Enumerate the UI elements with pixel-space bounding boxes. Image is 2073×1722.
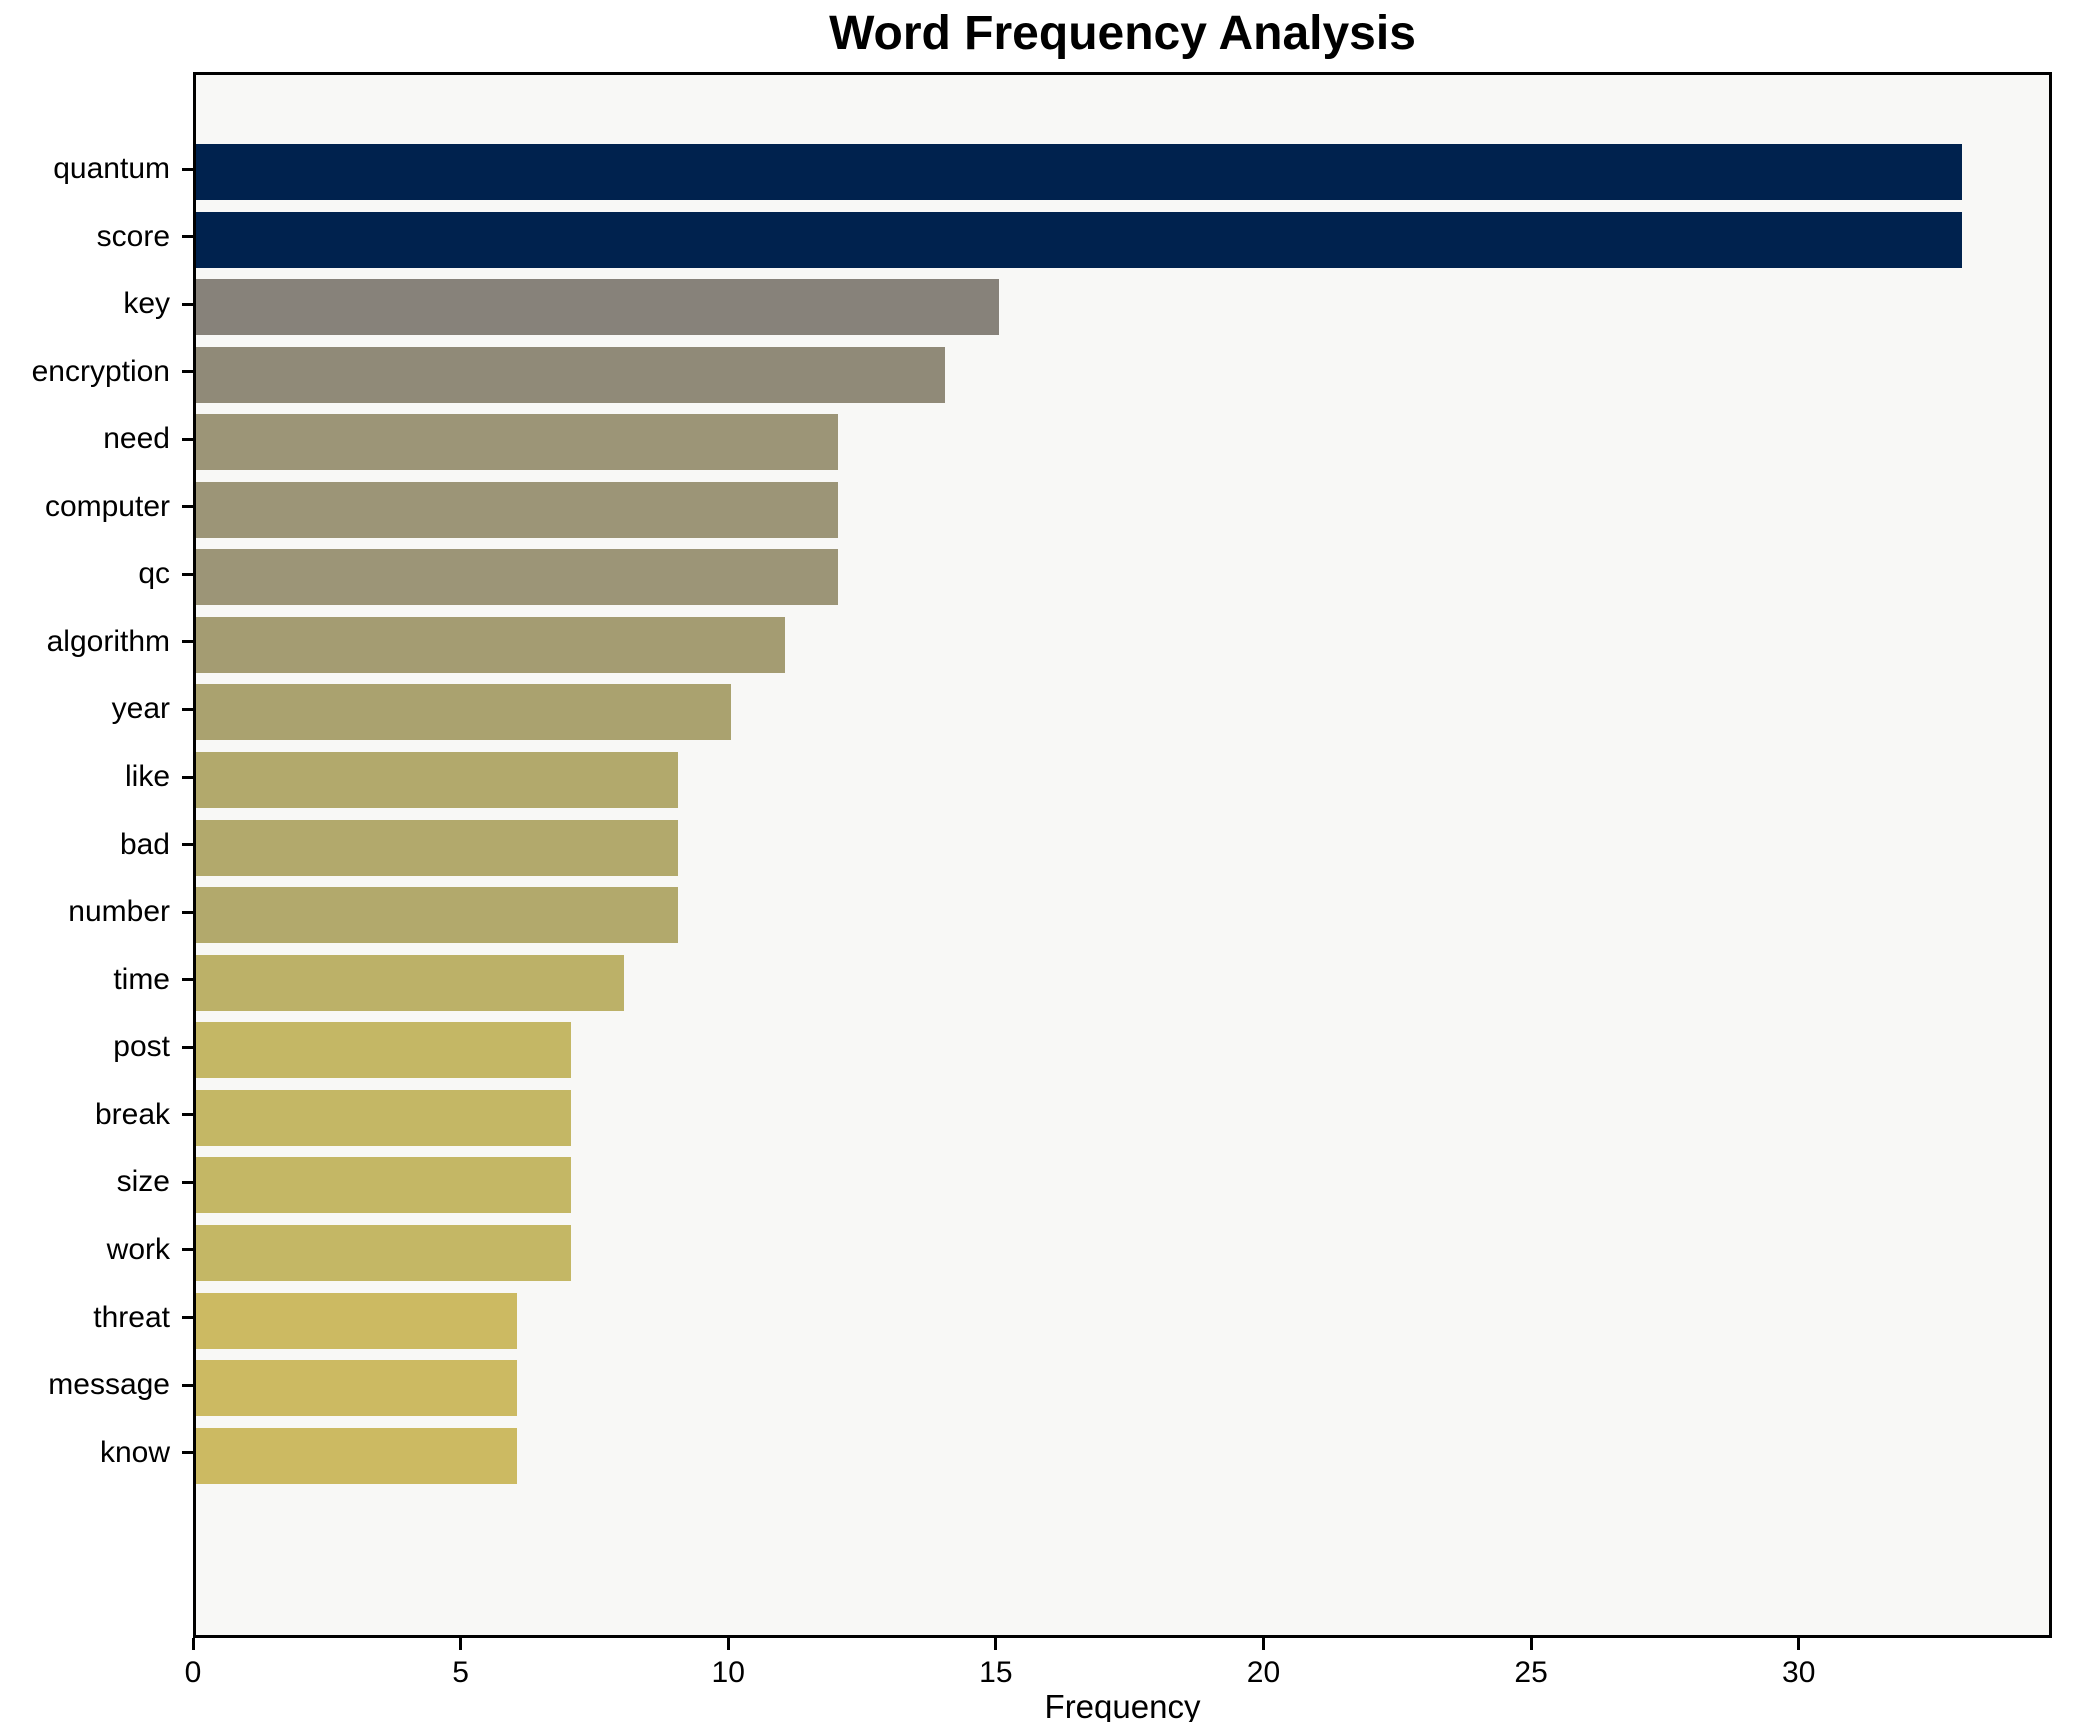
y-tick-mark xyxy=(182,1383,193,1387)
y-tick-label-score: score xyxy=(96,219,170,253)
x-tick-label-30: 30 xyxy=(1782,1656,1816,1689)
y-tick-label-message: message xyxy=(48,1368,170,1402)
x-tick-mark xyxy=(726,1638,730,1650)
y-tick-mark xyxy=(182,978,193,982)
x-tick-mark xyxy=(1797,1638,1801,1650)
x-tick-label-5: 5 xyxy=(452,1656,469,1689)
y-tick-mark xyxy=(182,370,193,374)
y-tick-mark xyxy=(182,505,193,509)
x-tick-label-10: 10 xyxy=(711,1656,745,1689)
x-axis-label: Frequency xyxy=(1044,1688,1201,1722)
x-tick-mark xyxy=(191,1638,195,1650)
bar-year xyxy=(196,684,732,741)
bar-computer xyxy=(196,481,839,538)
bar-break xyxy=(196,1089,571,1146)
y-tick-mark xyxy=(182,572,193,576)
bar-qc xyxy=(196,549,839,606)
plot-area xyxy=(193,72,2052,1638)
bar-threat xyxy=(196,1292,518,1349)
bar-quantum xyxy=(196,144,1963,200)
bar-score xyxy=(196,211,1963,268)
bar-number xyxy=(196,887,678,944)
x-tick-mark xyxy=(1529,1638,1533,1650)
bar-encryption xyxy=(196,346,946,403)
y-tick-mark xyxy=(182,775,193,779)
x-tick-label-15: 15 xyxy=(979,1656,1013,1689)
bar-message xyxy=(196,1360,518,1417)
y-tick-label-quantum: quantum xyxy=(53,152,170,185)
y-tick-mark xyxy=(182,843,193,847)
y-tick-label-year: year xyxy=(111,692,170,726)
y-tick-label-need: need xyxy=(103,422,170,456)
bar-algorithm xyxy=(196,616,785,673)
y-tick-mark xyxy=(182,1316,193,1320)
bar-post xyxy=(196,1022,571,1079)
y-tick-mark xyxy=(182,437,193,441)
bar-bad xyxy=(196,819,678,876)
y-tick-label-like: like xyxy=(124,760,170,794)
bar-know xyxy=(196,1427,518,1484)
y-tick-label-threat: threat xyxy=(93,1300,170,1334)
y-tick-label-size: size xyxy=(116,1165,170,1199)
y-tick-label-post: post xyxy=(113,1030,170,1064)
y-tick-mark xyxy=(182,707,193,711)
bar-time xyxy=(196,954,625,1011)
y-tick-mark xyxy=(182,1451,193,1455)
y-tick-label-break: break xyxy=(94,1097,170,1131)
y-tick-label-computer: computer xyxy=(44,489,170,523)
y-tick-label-algorithm: algorithm xyxy=(46,624,170,658)
y-tick-label-bad: bad xyxy=(119,827,170,861)
y-tick-label-time: time xyxy=(113,962,170,996)
x-tick-mark xyxy=(459,1638,463,1650)
y-tick-mark xyxy=(182,1113,193,1117)
bar-key xyxy=(196,279,999,336)
y-tick-label-know: know xyxy=(99,1435,170,1469)
bar-work xyxy=(196,1224,571,1281)
y-tick-label-number: number xyxy=(68,895,170,929)
y-tick-label-qc: qc xyxy=(138,557,170,591)
x-tick-label-25: 25 xyxy=(1514,1656,1548,1689)
chart-title: Word Frequency Analysis xyxy=(829,7,1416,60)
y-tick-label-work: work xyxy=(106,1232,170,1266)
x-tick-label-0: 0 xyxy=(184,1656,202,1689)
x-tick-mark xyxy=(994,1638,998,1650)
y-tick-mark xyxy=(182,1180,193,1184)
y-tick-label-key: key xyxy=(123,287,170,321)
y-tick-mark xyxy=(182,235,193,239)
y-tick-label-encryption: encryption xyxy=(31,354,170,388)
x-tick-mark xyxy=(1261,1638,1265,1650)
bar-like xyxy=(196,752,678,809)
bar-need xyxy=(196,414,839,471)
x-tick-label-20: 20 xyxy=(1246,1656,1281,1689)
y-tick-mark xyxy=(182,640,193,644)
y-tick-mark xyxy=(182,1045,193,1049)
y-tick-mark xyxy=(182,302,193,306)
y-tick-mark xyxy=(182,1248,193,1252)
y-tick-mark xyxy=(182,167,193,171)
y-tick-mark xyxy=(182,910,193,914)
bar-size xyxy=(196,1157,571,1214)
